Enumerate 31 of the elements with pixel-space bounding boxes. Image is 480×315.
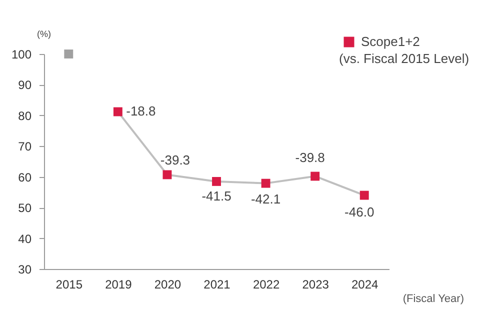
y-tick-label: 50 (18, 201, 32, 216)
point (261, 178, 270, 188)
point (212, 176, 221, 186)
legend-label: Scope1+2 (vs. Fiscal 2015 Level) (339, 34, 470, 66)
x-tick-label: 2023 (302, 278, 330, 292)
y-tick-label: 80 (18, 108, 32, 123)
annotation: -42.1 (250, 191, 281, 206)
x-tick-label: 2021 (204, 278, 231, 292)
point (162, 170, 172, 180)
y-tick-label: 30 (18, 262, 32, 276)
y-axis-title: (%) (37, 29, 51, 39)
y-tick-label: 60 (18, 170, 32, 184)
y-tick-label: 40 (18, 232, 32, 246)
annotation: -39.3 (160, 152, 190, 168)
x-tick-label: 2020 (154, 278, 182, 292)
point (310, 172, 320, 181)
y-tick-label: 100 (11, 48, 32, 62)
x-tick-label: 2022 (252, 278, 280, 292)
x-axis-title: (Fiscal Year) (402, 293, 464, 305)
point (113, 107, 122, 116)
annotation: -18.8 (126, 104, 156, 119)
y-tick-label: 70 (18, 140, 32, 154)
x-tick-label: 2024 (352, 278, 379, 292)
x-tick-label: 2015 (56, 278, 83, 292)
annotation: -41.5 (202, 188, 232, 204)
point (64, 50, 74, 58)
x-tick-label: 2019 (105, 278, 132, 292)
annotation: -39.8 (295, 150, 325, 166)
annotation: -46.0 (344, 204, 374, 220)
y-tick-label: 90 (18, 78, 32, 92)
point (360, 190, 369, 200)
